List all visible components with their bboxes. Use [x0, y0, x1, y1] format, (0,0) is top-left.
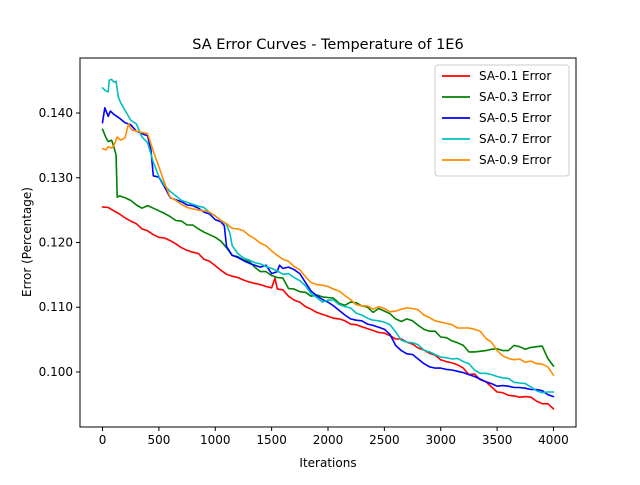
legend: SA-0.1 Error SA-0.3 Error SA-0.5 Error SA-0… — [434, 64, 570, 177]
x-tick-label-8: 3500 — [482, 433, 513, 447]
x-axis: 0 500 1000 1500 2000 2500 3000 3500 4000 — [99, 427, 569, 447]
x-tick-label-4: 1500 — [256, 433, 287, 447]
chart-title: SA Error Curves - Temperature of 1E6 — [192, 37, 463, 53]
series-line-4 — [101, 78, 555, 394]
x-tick-label-5: 2000 — [313, 433, 344, 447]
x-tick-label-3: 1000 — [200, 433, 231, 447]
y-axis: 0.100 0.110 0.120 0.130 0.140 — [39, 106, 80, 379]
y-tick-label-3: 0.120 — [39, 236, 73, 250]
plot-area — [101, 78, 555, 410]
legend-label-2: SA-0.3 Error — [479, 90, 551, 104]
y-axis-label: Error (Percentage) — [20, 187, 34, 297]
series-line-1 — [101, 206, 555, 410]
x-tick-label-6: 2500 — [369, 433, 400, 447]
x-tick-label-9: 4000 — [538, 433, 569, 447]
x-tick-label-1: 0 — [99, 433, 107, 447]
y-tick-label-4: 0.130 — [39, 171, 73, 185]
y-tick-label-5: 0.140 — [39, 106, 73, 120]
y-tick-label-2: 0.110 — [39, 300, 73, 314]
legend-label-5: SA-0.9 Error — [479, 153, 551, 167]
y-tick-label-1: 0.100 — [39, 365, 73, 379]
x-axis-label: Iterations — [299, 456, 356, 470]
series-line-5 — [101, 123, 555, 376]
legend-box — [434, 64, 570, 177]
x-tick-label-2: 500 — [147, 433, 170, 447]
x-tick-label-7: 3000 — [425, 433, 456, 447]
legend-label-4: SA-0.7 Error — [479, 132, 551, 146]
legend-label-1: SA-0.1 Error — [479, 69, 551, 83]
series-line-3 — [101, 107, 555, 398]
legend-label-3: SA-0.5 Error — [479, 111, 551, 125]
